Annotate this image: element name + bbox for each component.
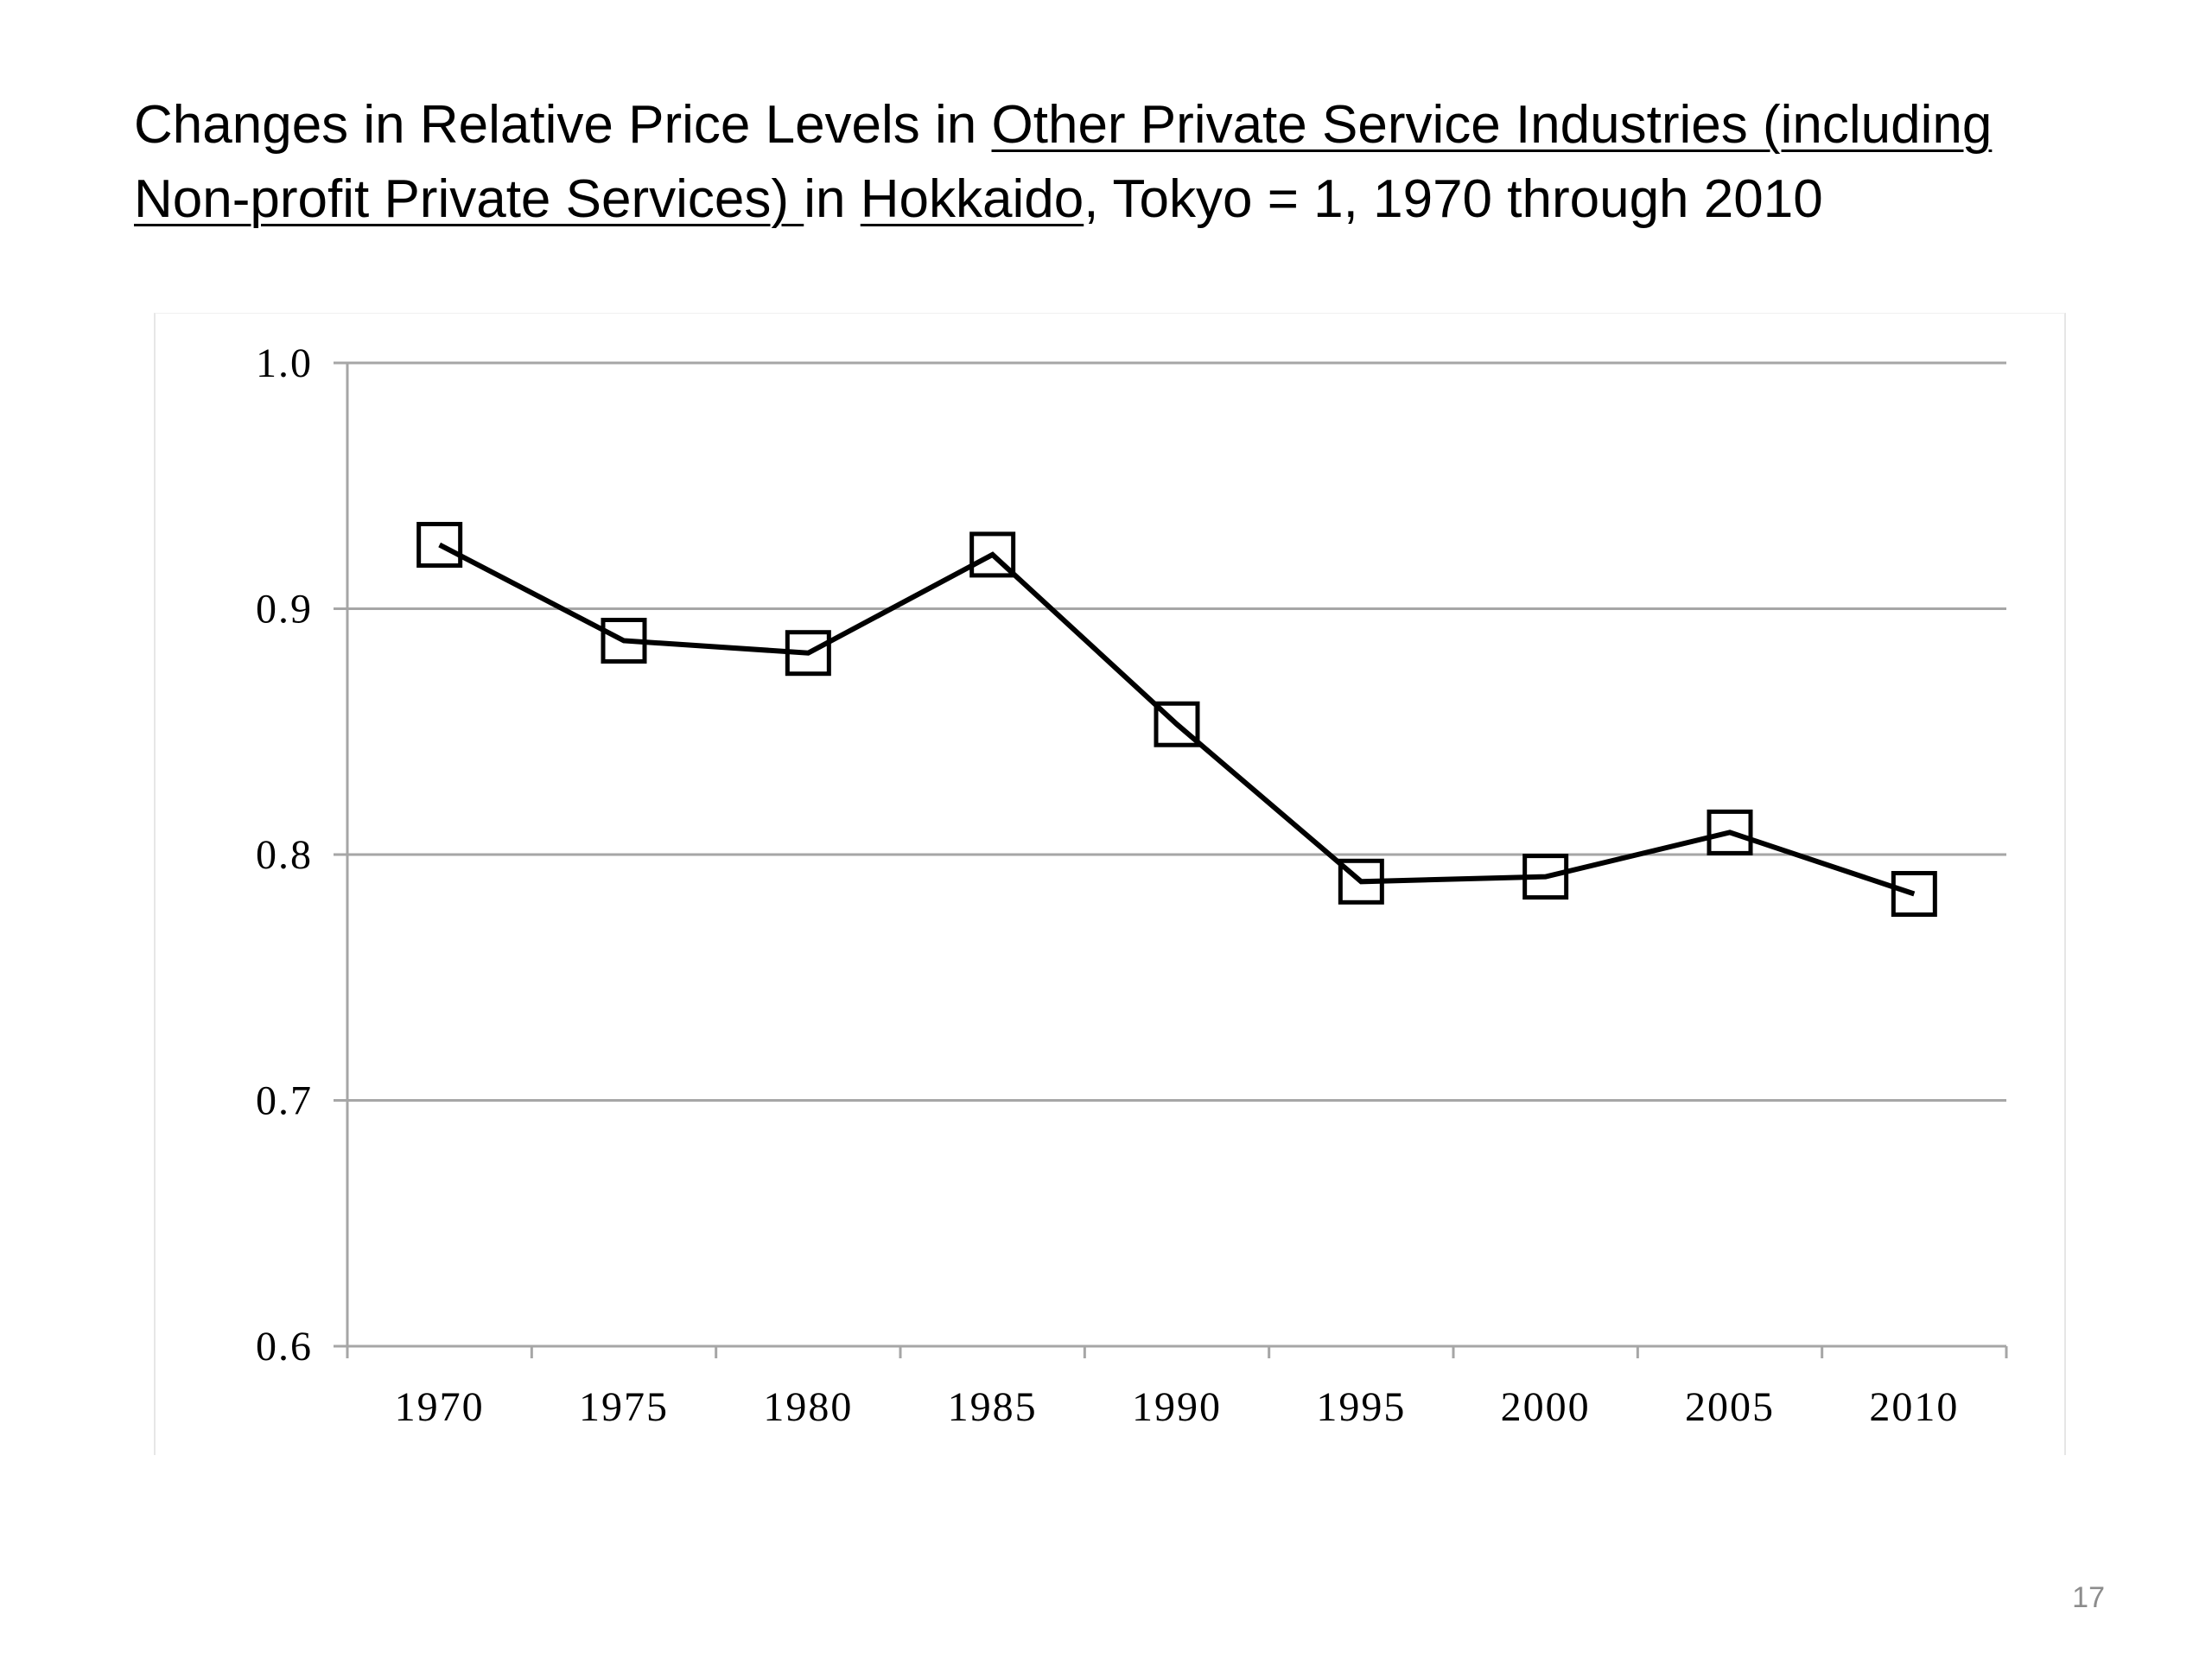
- title-underlined-segment: Hokkaido: [860, 169, 1084, 229]
- y-tick-label: 0.9: [256, 587, 313, 632]
- data-point-marker: [1707, 809, 1753, 855]
- line-chart: 1.0 0.9 0.8 0.7 0.6 1970 1975 1980 1985 1990 1995 2…: [256, 340, 2008, 1430]
- title-segment: Changes in Relative Price Levels in: [134, 95, 992, 155]
- data-point-marker: [601, 617, 647, 664]
- title-underlined-segment: Other Private Service Industries (includ…: [134, 95, 1993, 229]
- chart-frame: 1.0 0.9 0.8 0.7 0.6 1970 1975 1980 1985 1990 1995 2…: [154, 313, 2066, 1455]
- x-tick-label: 1990: [1132, 1384, 1222, 1430]
- x-tick-label: 1975: [579, 1384, 669, 1430]
- data-point-marker: [1154, 701, 1200, 747]
- x-tick-label: 2000: [1501, 1384, 1591, 1430]
- x-tick-label: 2005: [1685, 1384, 1775, 1430]
- x-tick-label: 1980: [763, 1384, 853, 1430]
- data-point-marker: [1338, 858, 1384, 905]
- x-tick-label: 1995: [1316, 1384, 1406, 1430]
- y-tick-label: 0.6: [256, 1324, 313, 1370]
- x-tick-label: 1970: [395, 1384, 485, 1430]
- series-line: [438, 542, 1916, 897]
- data-point-marker: [1891, 871, 1937, 918]
- page-number: 17: [2072, 1581, 2105, 1614]
- x-tick-label: 2010: [1869, 1384, 1959, 1430]
- title-segment: , Tokyo = 1, 1970 through 2010: [1084, 169, 1823, 229]
- y-tick-label: 1.0: [256, 340, 313, 386]
- data-point-marker: [969, 531, 1016, 578]
- data-point-marker: [1522, 854, 1569, 900]
- title-segment: in: [804, 169, 861, 229]
- x-tick-label: 1985: [948, 1384, 1038, 1430]
- y-tick-label: 0.8: [256, 832, 313, 878]
- data-point-marker: [785, 630, 831, 677]
- data-point-marker: [416, 522, 463, 569]
- slide-title: Changes in Relative Price Levels in Othe…: [134, 88, 2121, 237]
- y-tick-label: 0.7: [256, 1078, 313, 1124]
